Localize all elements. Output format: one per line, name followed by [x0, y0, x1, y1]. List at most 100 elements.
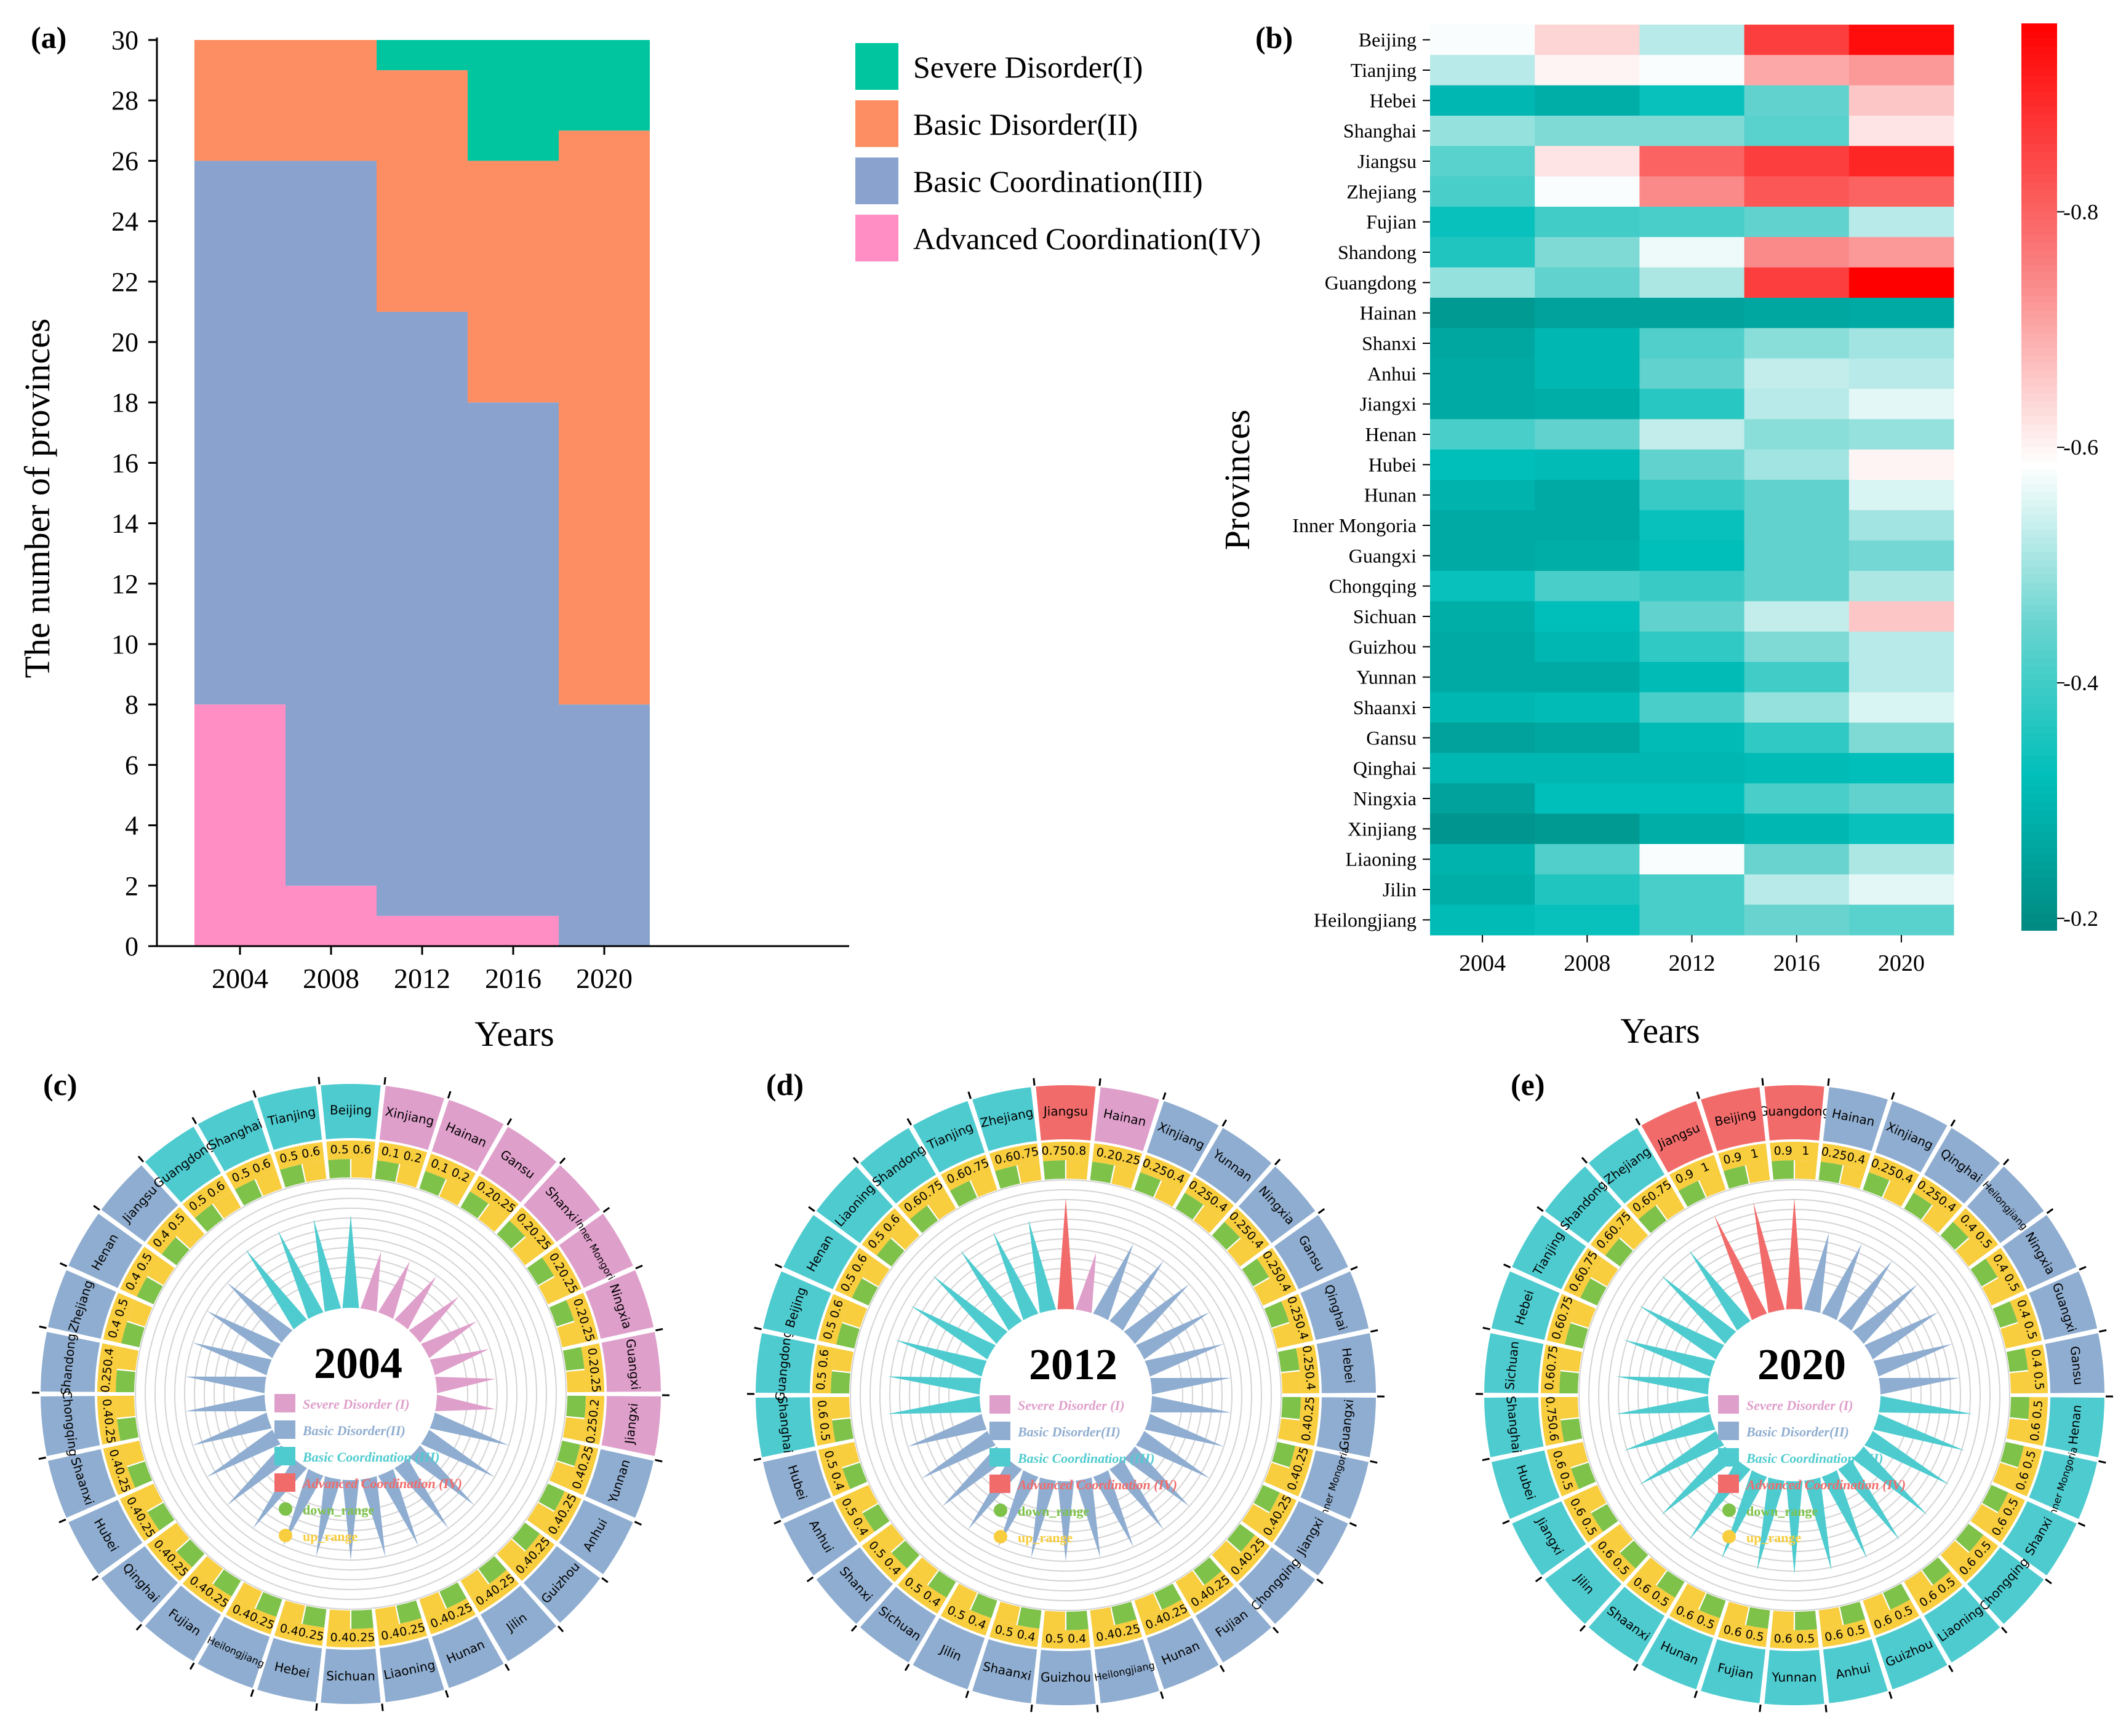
heatmap-cell-shaanxi-2004	[1430, 692, 1535, 723]
heatmap-row-label-shandong: Shandong	[1338, 241, 1417, 263]
down-range-segment-liaoning	[1922, 1557, 1951, 1585]
down-range-segment-jiangsu	[1043, 1160, 1065, 1180]
heatmap-row-label-liaoning: Liaoning	[1345, 848, 1417, 870]
up-range-segment-liaoning	[891, 1222, 920, 1250]
outer-range-segment-anhui	[834, 1492, 875, 1543]
down-range-segment-hunan	[1154, 1583, 1182, 1610]
outer-tick-tianjing	[252, 1090, 257, 1098]
down-range-segment-shanghai	[234, 1179, 262, 1206]
legend-label-up-range: up_range	[1018, 1530, 1073, 1545]
outer-range-segment-shaanxi	[103, 1444, 135, 1495]
petal-bar-zhejiang	[193, 1342, 272, 1376]
x-tick-label-2016: 2016	[485, 963, 541, 994]
petal-bar-hainan	[1804, 1232, 1829, 1313]
heatmap-cell-guizhou-2004	[1430, 631, 1535, 663]
outer-range-segment-qinghai	[1281, 1294, 1314, 1345]
province-label-yunnan: Yunnan	[1772, 1670, 1817, 1685]
up-range-segment-shanghai	[831, 1396, 850, 1419]
down-range-segment-sichuan	[351, 1609, 374, 1629]
heatmap-cell-jiangsu-2012	[1639, 146, 1745, 177]
panel-e-radial-chart: (e) 0.9 1Guangdong0.250.4Hainan0.250.4Xin…	[1475, 1067, 2114, 1713]
panel-a-y-axis-label: The number of provinces	[17, 319, 57, 679]
x-tick-label-2020: 2020	[576, 963, 633, 994]
down-range-segment-fujian	[1193, 1557, 1222, 1585]
legend-label-severe-disorder-i: Severe Disorder (I)	[1746, 1398, 1853, 1413]
heatmap-cell-liaoning-2004	[1430, 844, 1535, 875]
label-segment-guangdong	[1764, 1085, 1824, 1141]
outer-tick-hubei	[773, 1519, 781, 1525]
colorbar-segment-44	[2021, 356, 2057, 364]
up-range-segment-beijing	[351, 1159, 374, 1179]
heatmap-row-label-jilin: Jilin	[1383, 878, 1417, 901]
label-segment-chongqing	[41, 1396, 100, 1456]
petal-bar-shandong	[1661, 1275, 1736, 1344]
heatmap-cell-chongqing-2008	[1535, 571, 1640, 602]
outer-range-segment-hebei	[274, 1618, 325, 1646]
colorbar-segment-63	[2021, 499, 2057, 508]
outer-range-segment-hubei	[119, 1491, 160, 1542]
colorbar-segment-22	[2021, 189, 2057, 198]
up-range-segment-gansu	[2010, 1371, 2029, 1394]
grid-ring	[154, 1198, 547, 1590]
heatmap-cell-xinjiang-2004	[1430, 813, 1535, 845]
down-range-segment-shandong	[116, 1370, 135, 1393]
up-range-segment-yunnan	[1193, 1205, 1222, 1233]
colorbar-segment-19	[2021, 167, 2057, 175]
area-block-basic-disorder-ii-2020	[559, 130, 650, 705]
up-range-segment-chongqing	[1212, 1540, 1241, 1569]
heatmap-cell-hebei-2012	[1639, 85, 1745, 116]
outer-tick-henan	[60, 1262, 68, 1267]
label-segment-hebei	[257, 1638, 322, 1702]
up-range-segment-tianjing	[1591, 1258, 1618, 1287]
outer-range-segment-tianjing	[1563, 1248, 1604, 1298]
outer-tick-shanghai	[753, 1457, 761, 1462]
label-segment-yunnan	[1195, 1128, 1272, 1204]
up-range-segment-guizhou	[1863, 1593, 1890, 1619]
outer-tick-hunan	[504, 1663, 510, 1671]
legend-swatch-up-range	[279, 1529, 292, 1542]
heatmap-cell-shanghai-2012	[1639, 116, 1745, 146]
heatmap-cell-yunnan-2012	[1639, 662, 1745, 693]
heatmap-cell-shaanxi-2008	[1535, 692, 1640, 723]
heatmap-row-label-inner-mongoria: Inner Mongoria	[1292, 514, 1417, 536]
down-range-segment-shanghai	[832, 1418, 854, 1443]
outer-range-segment-hebei	[1296, 1344, 1319, 1393]
up-range-segment-jiangxi	[562, 1417, 585, 1441]
label-segment-heilongjiang	[1094, 1639, 1159, 1703]
up-range-segment-sichuan	[909, 1557, 938, 1585]
down-range-segment-sichuan	[1559, 1371, 1579, 1394]
label-segment-shanxi	[523, 1165, 601, 1242]
label-segment-beijing	[1701, 1087, 1766, 1152]
down-range-segment-chongqing	[1227, 1524, 1255, 1552]
outer-range-segment-jiangsu	[1669, 1155, 1720, 1191]
label-segment-gansu	[1274, 1215, 1348, 1289]
heatmap-cell-anhui-2020	[1848, 358, 1954, 389]
outer-range-segment-hunan	[425, 1598, 476, 1634]
colorbar-segment-21	[2021, 181, 2057, 191]
legend-swatch-advanced-coordination-iv	[1718, 1475, 1739, 1493]
up-range-segment-hunan	[419, 1591, 446, 1617]
panel-e-label: (e)	[1511, 1067, 1545, 1102]
outer-range-segment-jiangsu	[146, 1207, 193, 1255]
y-tick-label-4: 4	[125, 811, 138, 841]
up-range-value-jiangxi: 0.25	[584, 1417, 600, 1444]
down-range-segment-hebei	[1277, 1348, 1300, 1372]
down-range-segment-jilin	[478, 1556, 507, 1584]
heatmap-cell-henan-2012	[1639, 419, 1745, 450]
down-range-segment-hubei	[1571, 1462, 1596, 1489]
label-segment-henan	[68, 1214, 143, 1288]
colorbar-segment-65	[2021, 514, 2057, 523]
colorbar-segment-25	[2021, 212, 2057, 221]
heatmap-cell-qinghai-2004	[1430, 753, 1535, 784]
up-range-value-guangdong: 0.6	[816, 1348, 831, 1368]
heatmap-cell-beijing-2020	[1848, 25, 1954, 55]
legend-label-down-range: down_range	[1746, 1503, 1818, 1519]
up-range-segment-shanxi	[876, 1524, 905, 1552]
down-range-value-jiangsu: 0.75	[1042, 1144, 1068, 1158]
label-segment-jiangxi	[1274, 1501, 1348, 1575]
up-range-segment-inner-mongoria	[1264, 1462, 1289, 1489]
heatmap-cell-sichuan-2012	[1639, 601, 1745, 632]
outer-range-segment-shaanxi	[1626, 1571, 1676, 1614]
outer-tick-hebei	[1370, 1329, 1378, 1333]
